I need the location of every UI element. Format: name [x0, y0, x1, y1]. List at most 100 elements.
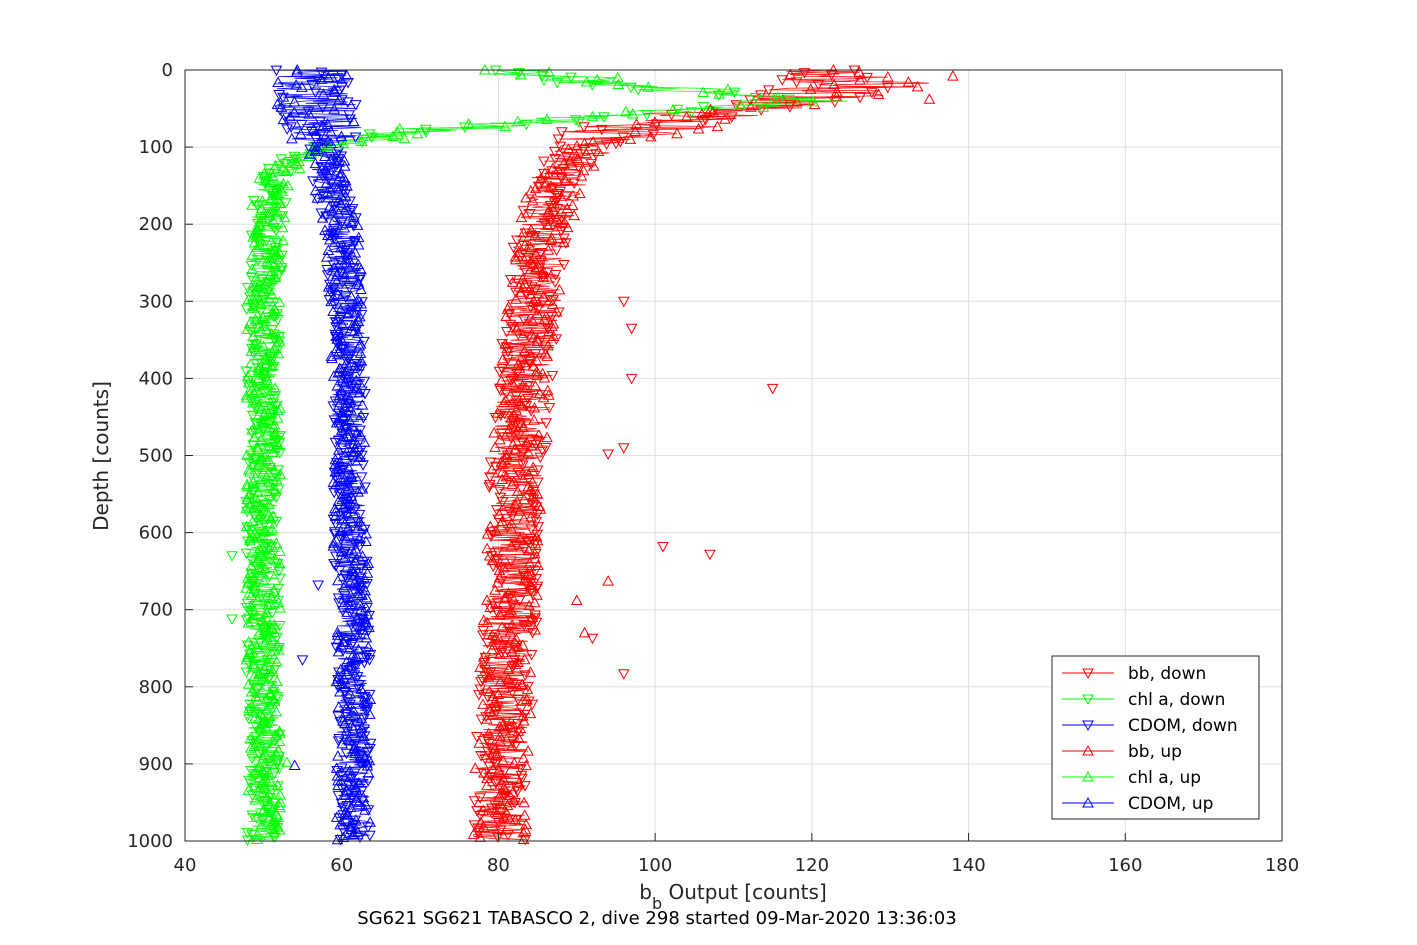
data-point: [331, 833, 344, 845]
data-point: [326, 204, 338, 216]
data-point: [352, 486, 364, 497]
data-point: [515, 211, 528, 223]
data-point: [505, 274, 517, 286]
data-point: [327, 537, 340, 548]
data-point: [547, 162, 559, 173]
data-point: [553, 283, 566, 295]
data-point: [478, 767, 490, 778]
data-point: [330, 330, 343, 341]
data-point: [697, 86, 709, 98]
data-point: [364, 649, 377, 661]
data-point: [332, 645, 345, 657]
data-point: [524, 483, 537, 495]
data-point: [529, 552, 542, 564]
data-point: [243, 714, 255, 725]
data-point: [571, 152, 584, 164]
data-point: [354, 428, 367, 440]
data-point: [348, 576, 361, 588]
outlier-point: [625, 373, 638, 385]
data-point: [353, 366, 366, 377]
data-point: [258, 409, 271, 420]
data-point: [513, 68, 525, 79]
data-point: [515, 704, 527, 715]
data-point: [303, 108, 315, 119]
data-point: [518, 345, 531, 356]
data-point: [526, 194, 539, 206]
data-point: [277, 113, 290, 125]
data-point: [356, 520, 369, 532]
data-point: [522, 745, 534, 756]
data-point: [362, 805, 375, 816]
data-point: [263, 710, 276, 722]
data-point: [258, 407, 271, 418]
data-point: [531, 488, 544, 499]
data-point: [330, 551, 342, 563]
outlier-point: [947, 70, 959, 81]
data-point: [341, 665, 354, 677]
data-point: [321, 186, 334, 198]
data-point: [532, 522, 545, 533]
legend-item-bb-down: bb, down: [1062, 664, 1206, 684]
data-point: [517, 714, 530, 726]
data-point: [247, 475, 260, 487]
outlier-point: [602, 449, 614, 460]
data-point: [268, 311, 280, 323]
data-point: [272, 484, 285, 496]
data-point: [517, 460, 529, 471]
data-point: [498, 408, 511, 420]
data-point: [251, 441, 264, 453]
data-point: [271, 632, 283, 644]
data-point: [546, 371, 559, 382]
data-point: [830, 85, 843, 97]
data-point: [332, 194, 345, 206]
data-point: [476, 630, 489, 641]
data-point: [335, 241, 347, 253]
data-point: [481, 692, 494, 704]
data-point: [345, 307, 357, 319]
data-point: [242, 376, 255, 388]
data-point: [520, 381, 532, 393]
data-point: [329, 510, 342, 521]
data-point: [341, 97, 354, 108]
data-point: [531, 307, 544, 319]
data-point: [342, 461, 355, 473]
data-point: [245, 260, 258, 272]
data-point: [509, 443, 521, 455]
data-point: [539, 442, 552, 454]
data-point: [241, 602, 253, 614]
data-point: [246, 556, 258, 567]
data-point: [330, 811, 343, 822]
data-point: [343, 368, 356, 380]
data-point: [492, 764, 505, 776]
data-point: [360, 527, 372, 539]
data-point: [335, 639, 347, 650]
data-point: [530, 354, 543, 366]
data-point: [311, 192, 324, 203]
data-point: [550, 245, 563, 257]
data-point: [477, 698, 489, 709]
data-point: [274, 402, 286, 413]
data-point: [507, 321, 519, 333]
data-point: [273, 725, 286, 736]
data-point: [319, 150, 331, 162]
data-point: [525, 510, 537, 522]
data-point: [557, 157, 570, 169]
data-point: [267, 584, 280, 596]
data-point: [364, 744, 376, 755]
data-point: [325, 137, 337, 149]
data-point: [489, 800, 501, 811]
data-point: [696, 108, 708, 119]
data-point: [262, 769, 274, 781]
data-point: [309, 157, 322, 169]
data-point: [481, 616, 494, 628]
data-point: [529, 566, 542, 577]
data-point: [331, 629, 344, 640]
x-tick-label: 120: [795, 855, 829, 876]
data-point: [332, 700, 345, 712]
data-point: [526, 315, 539, 326]
data-point: [519, 670, 531, 681]
data-point: [244, 732, 257, 744]
data-point: [790, 77, 803, 88]
data-point: [359, 697, 372, 709]
data-point: [254, 508, 267, 519]
